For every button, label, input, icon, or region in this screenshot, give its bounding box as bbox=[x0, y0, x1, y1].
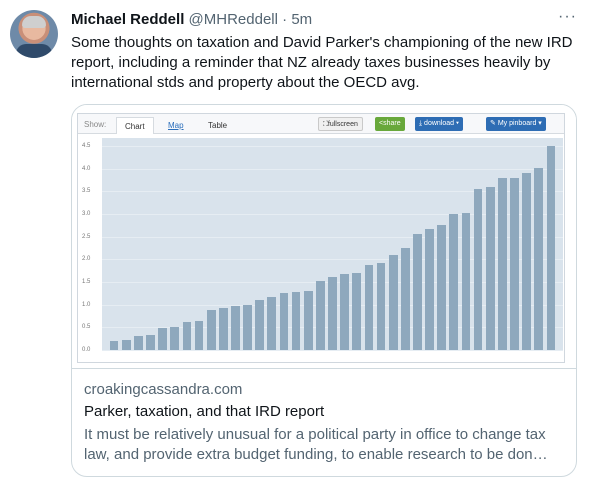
chart-bar[interactable] bbox=[291, 292, 301, 350]
y-tick-label: 1.0 bbox=[82, 301, 91, 308]
card-domain: croakingcassandra.com bbox=[84, 381, 243, 398]
gridline bbox=[102, 146, 563, 147]
chart-bar[interactable] bbox=[194, 321, 204, 350]
chart-bar[interactable] bbox=[121, 340, 131, 350]
fullscreen-label: fullscreen bbox=[327, 121, 358, 128]
y-tick-label: 2.5 bbox=[82, 233, 91, 240]
plot-area bbox=[102, 138, 563, 351]
chart-bar[interactable] bbox=[473, 189, 483, 350]
chart-bar[interactable] bbox=[546, 146, 556, 350]
pin-icon: ✎ bbox=[490, 120, 498, 127]
card-description: It must be relatively unusual for a poli… bbox=[84, 426, 548, 463]
share-icon: < bbox=[379, 120, 384, 127]
chart-bar[interactable] bbox=[109, 340, 119, 350]
card-meta: croakingcassandra.com Parker, taxation, … bbox=[84, 380, 568, 465]
chart-bar[interactable] bbox=[303, 291, 313, 350]
chart-bar[interactable] bbox=[328, 277, 337, 350]
chart-bar[interactable] bbox=[400, 248, 410, 350]
chart-bar[interactable] bbox=[485, 186, 495, 350]
chart-bar[interactable] bbox=[522, 173, 532, 350]
author-name[interactable]: Michael Reddell bbox=[71, 11, 185, 28]
download-button[interactable]: ⤓ download ▾ bbox=[415, 117, 463, 131]
card-title: Parker, taxation, and that IRD report bbox=[84, 403, 325, 420]
chart-bar[interactable] bbox=[376, 262, 386, 350]
chart-bar[interactable] bbox=[133, 336, 143, 350]
share-button[interactable]: <share bbox=[375, 117, 405, 131]
chart-bar[interactable] bbox=[437, 225, 447, 350]
chart-bar[interactable] bbox=[146, 335, 155, 350]
gridline bbox=[102, 191, 563, 193]
chart-bar[interactable] bbox=[425, 228, 434, 350]
y-tick-label: 4.0 bbox=[82, 165, 91, 172]
pinboard-label: My pinboard ▾ bbox=[497, 120, 542, 127]
download-icon: ⤓ bbox=[419, 120, 425, 127]
chart-bar[interactable] bbox=[364, 264, 374, 350]
chart-bar[interactable] bbox=[231, 305, 240, 350]
y-tick-label: 4.5 bbox=[82, 143, 91, 149]
tweet-timestamp[interactable]: 5m bbox=[291, 11, 313, 28]
y-tick-label: 0.0 bbox=[82, 347, 91, 353]
gridline bbox=[102, 214, 563, 215]
avatar-shirt bbox=[16, 44, 52, 58]
gridline bbox=[102, 168, 563, 170]
chart-bar[interactable] bbox=[182, 321, 192, 350]
author-avatar[interactable] bbox=[10, 10, 58, 58]
chart-frame: Show: Chart Map Table ⛶fullscreen <share… bbox=[77, 113, 565, 363]
chart-bar[interactable] bbox=[388, 254, 398, 350]
fullscreen-icon: ⛶ bbox=[323, 121, 328, 128]
chart-bar[interactable] bbox=[413, 234, 422, 350]
fullscreen-button[interactable]: ⛶fullscreen bbox=[318, 117, 363, 131]
pinboard-button[interactable]: ✎ My pinboard ▾ bbox=[486, 117, 546, 131]
show-label: Show: bbox=[84, 120, 107, 129]
link-card[interactable]: Show: Chart Map Table ⛶fullscreen <share… bbox=[71, 104, 577, 477]
chart-bar[interactable] bbox=[534, 167, 544, 350]
share-label: share bbox=[383, 120, 401, 127]
chart-bar[interactable] bbox=[218, 308, 228, 350]
tab-table[interactable]: Table bbox=[208, 121, 228, 130]
chart-bar[interactable] bbox=[255, 300, 265, 350]
avatar-hair bbox=[22, 16, 46, 28]
gridline bbox=[102, 236, 563, 238]
chart-bar[interactable] bbox=[158, 328, 167, 350]
gridline bbox=[102, 259, 563, 261]
tab-chart[interactable]: Chart bbox=[116, 117, 154, 134]
chart-bar[interactable] bbox=[206, 310, 216, 350]
y-tick-label: 0.5 bbox=[82, 324, 91, 331]
tweet-text: Some thoughts on taxation and David Park… bbox=[71, 34, 573, 91]
tweet-header: Michael Reddell @MHReddell · 5m bbox=[71, 11, 312, 29]
chart-bar[interactable] bbox=[461, 213, 471, 350]
chart-bar[interactable] bbox=[243, 305, 252, 350]
header-separator: · bbox=[282, 11, 288, 28]
card-image: Show: Chart Map Table ⛶fullscreen <share… bbox=[72, 105, 576, 369]
tab-map[interactable]: Map bbox=[168, 121, 184, 130]
chart-bar[interactable] bbox=[498, 177, 507, 350]
author-handle[interactable]: @MHReddell bbox=[188, 11, 278, 28]
chart-bar[interactable] bbox=[267, 296, 277, 350]
chart-bar[interactable] bbox=[340, 273, 349, 350]
chart-bar[interactable] bbox=[315, 281, 325, 350]
chart-bar[interactable] bbox=[449, 214, 459, 350]
chart-bar[interactable] bbox=[510, 177, 519, 350]
y-tick-label: 3.0 bbox=[82, 211, 91, 217]
y-tick-label: 1.5 bbox=[82, 279, 91, 285]
y-tick-label: 3.5 bbox=[82, 188, 91, 195]
chart-bar[interactable] bbox=[170, 327, 180, 350]
chart-toolbar: Show: Chart Map Table ⛶fullscreen <share… bbox=[78, 114, 564, 134]
gridline bbox=[102, 350, 563, 351]
y-tick-label: 2.0 bbox=[82, 256, 91, 263]
download-label: download ▾ bbox=[424, 120, 459, 127]
more-options-icon[interactable]: ··· bbox=[558, 8, 577, 25]
chart-bar[interactable] bbox=[279, 293, 289, 350]
chart-bar[interactable] bbox=[352, 272, 362, 350]
